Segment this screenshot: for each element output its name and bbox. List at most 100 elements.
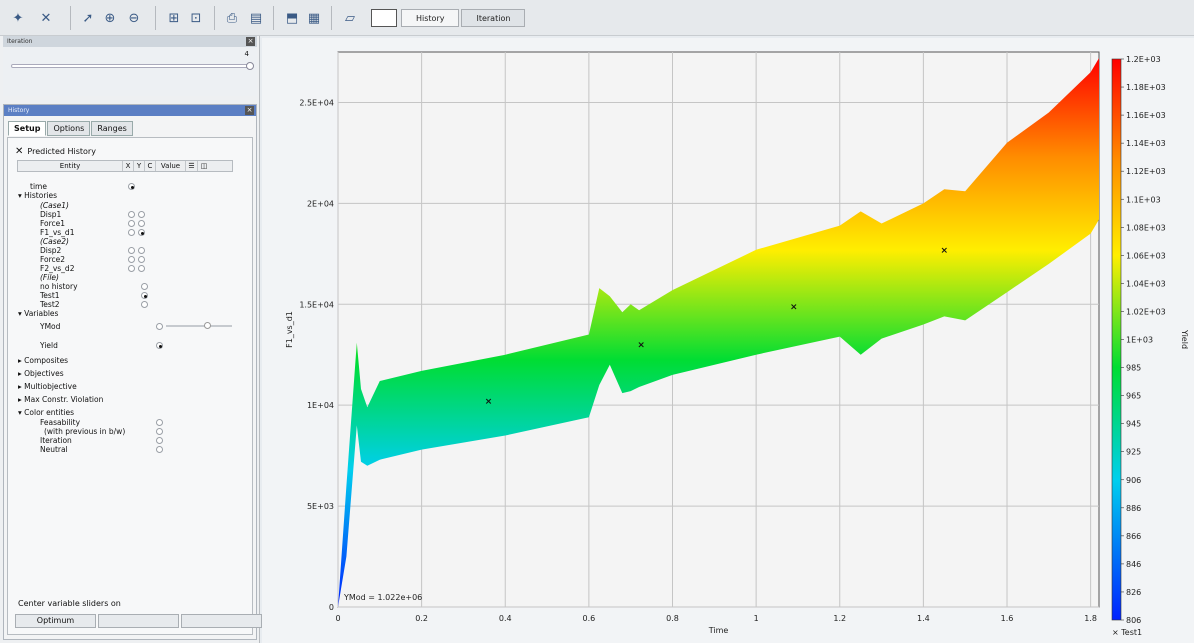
radio-force1-y[interactable] — [138, 220, 145, 227]
colorbar-tick-label: 1.04E+03 — [1126, 279, 1166, 288]
radio-force1-x[interactable] — [128, 220, 135, 227]
tree-group-variables[interactable]: ▾ Variables — [18, 309, 59, 318]
color-swatch[interactable] — [371, 9, 397, 27]
toolbar-separator — [155, 6, 156, 30]
add-icon[interactable]: ✦ — [12, 10, 24, 26]
center-button-3[interactable] — [181, 614, 262, 628]
tree-group-multiobjective[interactable]: ▸ Multiobjective — [18, 382, 77, 391]
radio-test2-c[interactable] — [141, 301, 148, 308]
radio-feasability[interactable] — [156, 419, 163, 426]
ymod-slider-thumb[interactable] — [204, 322, 211, 329]
radio-disp1-x[interactable] — [128, 211, 135, 218]
grid-icon[interactable]: ▦ — [307, 10, 321, 26]
close-icon[interactable]: × — [246, 37, 255, 46]
colorbar-tick-label: 1.1E+03 — [1126, 195, 1161, 204]
radio-f2-vs-d2-x[interactable] — [128, 265, 135, 272]
center-button-2[interactable] — [98, 614, 179, 628]
radio-ymod-c[interactable] — [156, 323, 163, 330]
tree-item-neutral[interactable]: Neutral — [40, 445, 68, 454]
header-entity: Entity — [18, 161, 123, 171]
data-marker: × — [637, 341, 645, 351]
radio-no-history-c[interactable] — [141, 283, 148, 290]
radio-f1-vs-d1-y[interactable] — [138, 229, 145, 236]
tree-item-force2[interactable]: Force2 — [40, 255, 66, 264]
tree-item-disp2[interactable]: Disp2 — [40, 246, 62, 255]
close-icon[interactable]: × — [245, 106, 254, 115]
radio-f1-vs-d1-x[interactable] — [128, 229, 135, 236]
x-axis-label: Time — [708, 626, 729, 635]
ymod-slider[interactable] — [166, 322, 232, 329]
columns-icon[interactable]: ◫ — [200, 162, 208, 170]
header-x: X — [123, 161, 134, 171]
delete-icon[interactable]: ✕ — [40, 10, 52, 26]
ymod-annotation: YMod = 1.022e+06 — [343, 593, 422, 602]
tree-group-histories[interactable]: ▾ Histories — [18, 191, 58, 200]
iteration-value: 4 — [244, 50, 249, 58]
zoom-out-icon[interactable]: ⊖ — [128, 10, 140, 26]
open-icon[interactable]: ▤ — [249, 10, 263, 26]
radio-iteration[interactable] — [156, 437, 163, 444]
print-icon[interactable]: ⎙ — [226, 10, 238, 26]
tree-group-color-entities[interactable]: ▾ Color entities — [18, 408, 75, 417]
pointer-icon[interactable]: ➚ — [82, 10, 94, 26]
tree-item-feasability[interactable]: Feasability — [40, 418, 81, 427]
x-tick-label: 0.4 — [499, 614, 512, 623]
tree-item-yield[interactable]: Yield — [40, 341, 58, 350]
tab-ranges[interactable]: Ranges — [91, 121, 133, 136]
tab-options[interactable]: Options — [47, 121, 91, 136]
tab-history[interactable]: History — [401, 9, 460, 27]
colorbar-tick-label: 965 — [1126, 392, 1141, 401]
radio-yield-c[interactable] — [156, 342, 163, 349]
tree-item-f1-vs-d1[interactable]: F1_vs_d1 — [40, 228, 75, 237]
tree-item-ymod[interactable]: YMod — [40, 322, 61, 331]
ymod-slider-row — [16, 322, 246, 331]
tree-item-time[interactable]: time — [30, 182, 47, 191]
radio-neutral[interactable] — [156, 446, 163, 453]
data-marker: × — [941, 246, 949, 256]
tree-item-force1[interactable]: Force1 — [40, 219, 66, 228]
main-toolbar: ✦ ✕ ➚ ⊕ ⊖ ⊞ ⊡ ⎙ ▤ ⬒ ▦ ▱ History Iteratio… — [0, 0, 1194, 36]
tree-item-disp1[interactable]: Disp1 — [40, 210, 62, 219]
iteration-slider-thumb[interactable] — [246, 62, 254, 70]
tab-iteration[interactable]: Iteration — [461, 9, 526, 27]
tree-group-objectives[interactable]: ▸ Objectives — [18, 369, 64, 378]
export-icon[interactable]: ⬒ — [285, 10, 299, 26]
checkbox-checked-icon[interactable]: ✕ — [15, 146, 24, 157]
tree-item-with-previous[interactable]: (with previous in b/w) — [44, 427, 126, 436]
list-icon[interactable]: ☰ — [186, 161, 198, 171]
radio-disp2-x[interactable] — [128, 247, 135, 254]
tree-item-test1[interactable]: Test1 — [40, 291, 60, 300]
iteration-panel-title: Iteration — [7, 38, 33, 45]
tree-item-iteration[interactable]: Iteration — [40, 436, 72, 445]
tree-item-f2-vs-d2[interactable]: F2_vs_d2 — [40, 264, 75, 273]
y-tick-label: 1E+04 — [307, 401, 334, 410]
radio-test1-c[interactable] — [141, 292, 148, 299]
iteration-slider[interactable] — [11, 62, 254, 70]
colorbar-label: Yield — [1180, 329, 1189, 349]
colorbar-tick-label: 1.08E+03 — [1126, 223, 1166, 232]
layout-icon[interactable]: ⊡ — [190, 10, 202, 26]
tab-setup[interactable]: Setup — [8, 121, 47, 136]
y-tick-label: 1.5E+04 — [299, 300, 334, 309]
x-tick-label: 0.8 — [666, 614, 679, 623]
radio-force2-x[interactable] — [128, 256, 135, 263]
radio-force2-y[interactable] — [138, 256, 145, 263]
tree-group-label: Color entities — [24, 408, 75, 417]
predicted-history-label: Predicted History — [27, 147, 96, 156]
tree-group-composites[interactable]: ▸ Composites — [18, 356, 69, 365]
history-chart[interactable]: 0 0.2 0.4 0.6 0.8 1 1.2 1.4 1.6 1.8 0 5E+03 1E+04 1.5… — [262, 38, 1194, 643]
radio-f2-vs-d2-y[interactable] — [138, 265, 145, 272]
colorbar-tick-label: 1.18E+03 — [1126, 83, 1166, 92]
radio-time-x[interactable] — [128, 183, 135, 190]
tree-item-no-history[interactable]: no history — [40, 282, 78, 291]
zoom-in-icon[interactable]: ⊕ — [104, 10, 116, 26]
folder-icon[interactable]: ▱ — [345, 10, 355, 26]
optimum-button[interactable]: Optimum — [15, 614, 96, 628]
predicted-history-row[interactable]: ✕ Predicted History — [15, 146, 96, 157]
radio-with-previous[interactable] — [156, 428, 163, 435]
tree-item-test2[interactable]: Test2 — [40, 300, 60, 309]
fit-icon[interactable]: ⊞ — [168, 10, 180, 26]
radio-disp2-y[interactable] — [138, 247, 145, 254]
radio-disp1-y[interactable] — [138, 211, 145, 218]
tree-group-max-constr[interactable]: ▸ Max Constr. Violation — [18, 395, 104, 404]
